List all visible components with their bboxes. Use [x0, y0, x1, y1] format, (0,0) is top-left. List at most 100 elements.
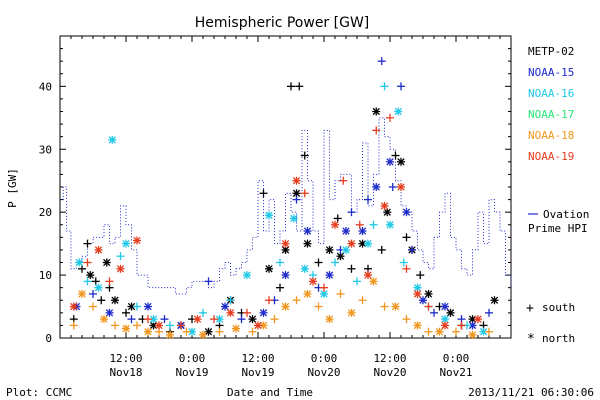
north-point — [441, 302, 449, 311]
south-point — [144, 315, 152, 324]
south-point — [399, 258, 408, 267]
y-tick-label: 20 — [39, 206, 52, 219]
x-tick-label-date: Nov19 — [241, 366, 274, 379]
south-point — [160, 315, 169, 324]
south-point — [386, 113, 394, 122]
north-point — [325, 245, 334, 254]
north-point — [265, 264, 273, 273]
point-stroke — [290, 214, 298, 223]
point-stroke — [149, 315, 158, 323]
north-marker-icon: * — [527, 332, 535, 347]
north-point — [127, 302, 136, 311]
hemisphere-key: + south * north — [526, 301, 575, 347]
south-point — [276, 283, 284, 292]
point-stroke — [383, 208, 391, 216]
footer-plot-source: Plot: CCMC — [6, 386, 72, 399]
north-point — [166, 330, 174, 339]
point-stroke — [309, 277, 317, 286]
x-tick-label-time: 12:00 — [109, 352, 142, 365]
point-stroke — [122, 324, 130, 333]
ovation-step-line — [60, 117, 512, 295]
point-stroke — [435, 328, 444, 336]
point-stroke — [155, 321, 163, 330]
south-point — [133, 302, 141, 311]
north-point — [331, 220, 339, 229]
north-point — [413, 289, 422, 298]
point-stroke — [325, 246, 334, 254]
point-stroke — [215, 315, 224, 323]
point-stroke — [144, 302, 152, 311]
south-key-label: south — [542, 301, 575, 314]
point-stroke — [193, 315, 202, 323]
point-stroke — [468, 315, 477, 323]
north-point — [441, 321, 449, 330]
north-point — [116, 264, 125, 273]
legend-entry: NOAA-18 — [528, 129, 574, 142]
chart-title: Hemispheric Power [GW] — [195, 15, 370, 31]
south-point — [485, 308, 493, 317]
north-point — [86, 271, 95, 280]
north-point — [144, 327, 152, 336]
point-stroke — [347, 309, 356, 317]
south-point — [116, 252, 125, 261]
south-marker-icon: + — [526, 301, 534, 316]
point-stroke — [166, 331, 174, 339]
north-point — [394, 107, 403, 116]
north-point — [232, 324, 240, 333]
south-point — [339, 176, 348, 185]
north-point — [325, 315, 334, 324]
north-point — [105, 308, 114, 317]
north-point — [391, 302, 400, 311]
north-point — [303, 227, 312, 236]
x-tick-label-time: 0:00 — [443, 352, 470, 365]
south-point — [89, 289, 97, 298]
north-point — [100, 315, 108, 324]
point-stroke — [468, 331, 477, 339]
south-point — [402, 315, 411, 324]
south-point — [314, 258, 323, 267]
point-stroke — [386, 158, 394, 166]
north-point — [102, 258, 111, 267]
point-stroke — [70, 302, 78, 311]
north-point — [397, 183, 405, 191]
south-point — [182, 327, 191, 336]
north-point — [122, 324, 130, 333]
point-stroke — [75, 258, 83, 267]
legend-entry: NOAA-19 — [528, 150, 574, 163]
south-point — [215, 327, 224, 336]
north-point — [309, 277, 317, 286]
legend-entry: METP-02 — [528, 45, 574, 58]
y-axis-label: P [GW] — [6, 168, 19, 208]
south-point — [369, 220, 378, 229]
south-point — [358, 296, 367, 305]
north-point — [468, 321, 477, 330]
north-point — [193, 315, 202, 324]
north-point — [281, 302, 290, 311]
point-stroke — [372, 183, 380, 191]
south-point — [457, 321, 466, 330]
point-stroke — [303, 239, 312, 248]
point-stroke — [441, 315, 449, 323]
south-point — [89, 302, 97, 311]
point-stroke — [86, 271, 94, 279]
north-key-label: north — [542, 332, 575, 345]
y-tick-label: 0 — [45, 332, 52, 345]
point-stroke — [303, 290, 312, 298]
north-point — [303, 289, 312, 298]
x-tick-label-date: Nov18 — [109, 366, 142, 379]
point-stroke — [281, 271, 290, 279]
south-point — [355, 220, 364, 229]
south-point — [300, 189, 309, 198]
point-stroke — [94, 284, 103, 292]
point-stroke — [325, 271, 334, 279]
south-point — [243, 308, 251, 317]
x-tick-label-time: 0:00 — [311, 352, 338, 365]
point-stroke — [303, 227, 312, 235]
point-stroke — [441, 321, 449, 330]
south-point — [424, 302, 433, 311]
south-point — [397, 82, 405, 91]
south-point — [300, 151, 309, 160]
south-point — [199, 308, 207, 317]
north-point — [435, 327, 444, 336]
